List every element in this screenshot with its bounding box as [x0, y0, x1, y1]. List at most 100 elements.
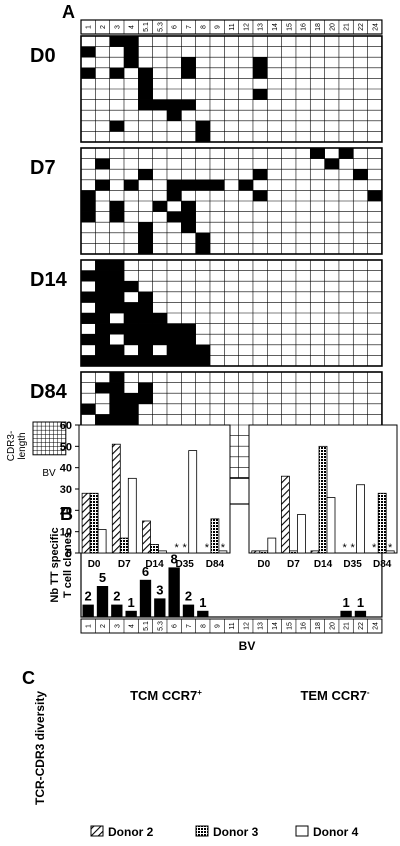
bv-tick-label: 6 — [172, 624, 179, 628]
heatmap-cell-filled — [181, 334, 196, 346]
heatmap-cell-filled — [195, 243, 211, 255]
heatmap-cell-filled — [252, 67, 268, 79]
bar-donor-2-d0 — [81, 492, 91, 554]
bar-data-label: 6 — [142, 564, 149, 579]
heatmap-cell-filled — [195, 179, 211, 191]
day-label: D14 — [30, 269, 68, 291]
heatmap-cell-filled — [95, 158, 110, 170]
bar-donor-2-d0 — [251, 550, 261, 554]
heatmap-cell-filled — [138, 302, 153, 314]
heatmap-cell-filled — [109, 270, 125, 282]
zero-asterisk: * — [388, 542, 393, 554]
panel-b-xlabel: BV — [239, 639, 256, 653]
legend-swatch-donor-3 — [195, 825, 209, 837]
legend-swatch-donor-2 — [90, 825, 104, 837]
heatmap-cell-filled — [81, 67, 96, 79]
heatmap-cell-filled — [138, 313, 153, 324]
bv-tick-label: 13 — [258, 23, 265, 31]
heatmap-cell-filled — [181, 323, 196, 335]
legend-swatch-donor-4 — [295, 825, 309, 837]
heatmap-cell-filled — [152, 201, 168, 212]
zero-asterisk: * — [372, 542, 377, 554]
heatmap-cell-filled — [195, 232, 211, 244]
bar-donor-4-d0 — [97, 529, 107, 554]
heatmap-cell-filled — [166, 190, 182, 202]
category-label: D84 — [206, 559, 225, 570]
bar-donor-4-d84 — [385, 550, 395, 554]
heatmap-cell-filled — [152, 323, 168, 335]
heatmap-cell-filled — [95, 334, 110, 346]
bar-data-label: 5 — [99, 570, 106, 585]
heatmap-cell-filled — [81, 270, 96, 282]
heatmap-cell-filled — [109, 344, 125, 356]
bar-data-label: 8 — [171, 551, 178, 566]
heatmap-cell-filled — [181, 179, 196, 191]
heatmap-cell-filled — [109, 291, 125, 303]
panel-a-heatmaps: 1 2 3 4 5.1 5.3 6 7 8 9 11 12 13 14 15 16 18 20 21 22 24D0D7… — [30, 19, 383, 479]
heatmap-cell-filled — [81, 291, 96, 303]
bar-data-label: 2 — [185, 589, 192, 604]
bv-header-frame — [80, 19, 383, 35]
bar-bv-8 — [197, 610, 209, 617]
heatmap-cell-filled — [109, 120, 125, 132]
heatmap-cell-filled — [195, 131, 211, 143]
heatmap-cell-filled — [95, 382, 110, 394]
zero-asterisk: * — [183, 542, 188, 554]
bar-donor-4-d0 — [267, 537, 277, 554]
heatmap-cell-filled — [166, 323, 182, 335]
heatmap-cell-filled — [252, 169, 268, 181]
heatmap-cell-filled — [138, 78, 153, 90]
heatmap-cell-filled — [338, 148, 354, 159]
heatmap-cell-filled — [109, 211, 125, 223]
panel-c-subplot-1: * * * *D0 D7 D14 D35 D84 — [248, 424, 398, 570]
zero-asterisk: * — [205, 542, 210, 554]
heatmap-cell-filled — [152, 99, 168, 111]
heatmap-cell-filled — [252, 190, 268, 202]
bv-tick-label: 9 — [215, 25, 222, 29]
bv-tick-label: 20 — [329, 622, 336, 630]
bar-bv-5.3 — [154, 598, 166, 617]
day-label: D0 — [30, 45, 56, 67]
zero-asterisk: * — [221, 542, 226, 554]
heatmap-block-d7: D7 — [30, 147, 383, 255]
bar-donor-4-d7 — [296, 514, 306, 554]
heatmap-cell-filled — [166, 211, 182, 223]
legend-label-donor-4: Donor 4 — [313, 825, 359, 839]
bv-tick-label: 22 — [358, 23, 365, 31]
heatmap-cell-filled — [109, 403, 125, 415]
heatmap-cell-filled — [181, 57, 196, 69]
bar-data-label: 3 — [156, 582, 163, 597]
heatmap-cell-filled — [138, 382, 153, 394]
heatmap-cell-filled — [166, 179, 182, 191]
heatmap-cell-filled — [95, 260, 110, 271]
category-label: D84 — [373, 559, 392, 570]
bv-tick-label: 2 — [100, 624, 107, 628]
bv-tick-label: 11 — [229, 23, 236, 30]
heatmap-cell-filled — [152, 355, 168, 367]
bv-tick-label: 12 — [243, 23, 250, 31]
heatmap-block-d0: D0 — [30, 35, 383, 143]
bv-tick-label: 5.1 — [143, 22, 150, 32]
zero-asterisk: * — [342, 542, 347, 554]
heatmap-cell-filled — [81, 46, 96, 58]
heatmap-cell-filled — [367, 190, 383, 202]
bar-bv-22 — [354, 610, 367, 617]
legend-ylabel-line2: length — [17, 432, 28, 459]
bv-tick-label: 4 — [129, 25, 136, 29]
heatmap-cell-filled — [81, 211, 96, 223]
panel-c-legend: Donor 2 Donor 3 Donor 4 — [90, 825, 359, 839]
bv-tick-label: 7 — [186, 624, 193, 628]
y-tick-label: 30 — [60, 484, 72, 496]
heatmap-frame — [80, 35, 383, 143]
bar-bv-21 — [340, 610, 352, 617]
bv-tick-label: 15 — [286, 23, 293, 31]
bar-donor-4-d14 — [326, 497, 336, 554]
heatmap-cell-filled — [81, 334, 96, 346]
heatmap-cell-filled — [109, 201, 125, 212]
bar-donor-3-d84 — [377, 492, 387, 554]
heatmap-cell-filled — [138, 323, 153, 335]
bar-donor-2-d14 — [310, 550, 320, 554]
heatmap-cell-filled — [324, 158, 340, 170]
bv-tick-label: 1 — [86, 25, 93, 29]
bar-bv-4 — [125, 610, 137, 617]
